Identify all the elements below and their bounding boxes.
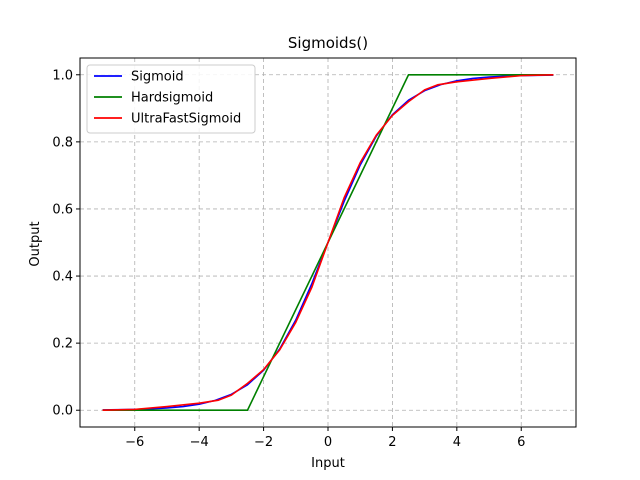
x-axis-label: Input [311,456,345,471]
x-tick-label: 2 [388,435,396,450]
x-tick-label: −6 [125,435,144,450]
y-tick-label: 0.2 [52,337,73,352]
series-lines [102,73,554,412]
axis-ticks: −6 −4 −2 0 2 4 6 0.0 0.2 0.4 0.6 0.8 1.0 [52,68,525,450]
legend-label: Sigmoid [131,70,184,85]
chart-title: Sigmoids() [288,34,368,52]
x-tick-label: 4 [453,435,461,450]
series-line-ultrafastsigmoid [102,73,554,412]
legend-label: Hardsigmoid [131,91,213,106]
legend-label: UltraFastSigmoid [131,112,241,127]
y-axis-label: Output [28,221,43,266]
legend: Sigmoid Hardsigmoid UltraFastSigmoid [86,64,256,134]
x-tick-label: 6 [517,435,525,450]
x-tick-label: −4 [190,435,209,450]
legend-box [86,64,256,134]
x-tick-label: 0 [324,435,332,450]
x-tick-label: −2 [254,435,273,450]
y-tick-label: 0.4 [52,270,73,285]
y-tick-label: 0.8 [52,135,73,150]
y-tick-label: 0.6 [52,202,73,217]
y-tick-label: 1.0 [52,68,73,83]
y-tick-label: 0.0 [52,404,73,419]
